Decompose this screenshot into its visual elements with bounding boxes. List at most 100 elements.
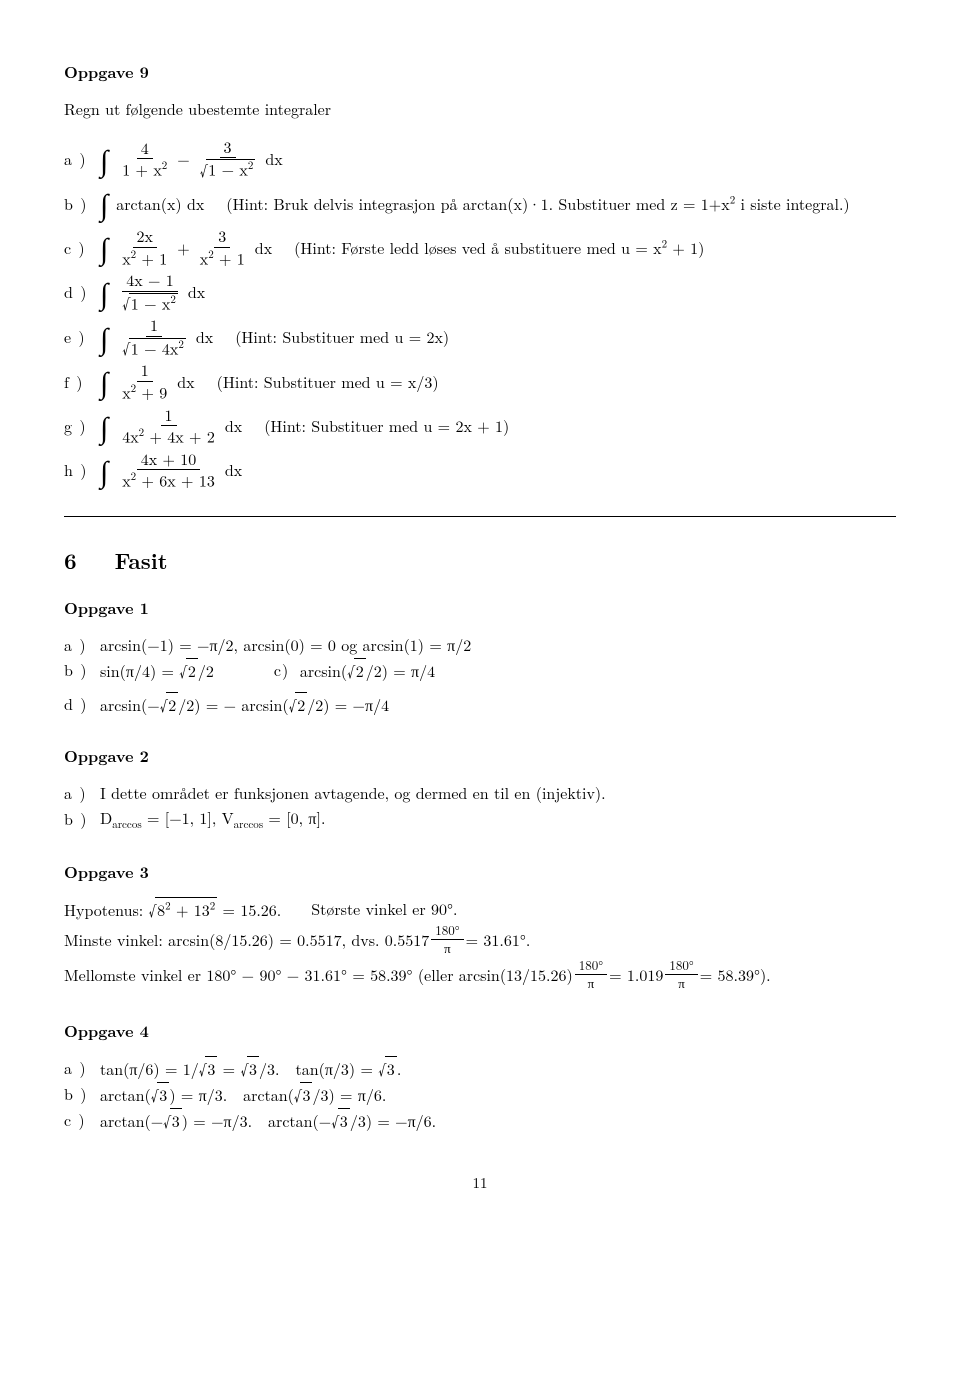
fraction: 4x − 1 √1 − x2 <box>118 271 182 312</box>
fasit-opp3-title: Oppgave 3 <box>64 860 896 883</box>
sqrt: √1 − x2 <box>200 159 256 179</box>
hint: (Hint: Substituer med u = 2x) <box>235 325 449 348</box>
sqrt: √1 − x2 <box>122 293 178 313</box>
item-expr: ∫ 4x + 10 x2 + 6x + 13 dx <box>100 450 242 490</box>
integral-sign: ∫ <box>100 322 108 352</box>
sqrt: √3 <box>240 1056 259 1080</box>
sqrt: √2 <box>347 658 366 682</box>
sqrt: √1 − 4x2 <box>122 338 186 358</box>
item-label: e ) <box>64 325 100 348</box>
item-label: b ) <box>64 192 100 215</box>
item-text: Største vinkel er 90°. <box>311 897 457 920</box>
integral-sign: ∫ <box>100 144 108 174</box>
integral-sign: ∫ <box>100 411 108 441</box>
hint: (Hint: Substituer med u = x/3) <box>217 370 439 393</box>
item-text: arctan(−√3) = −π/3. arctan(−√3/3) = −π/6… <box>100 1108 436 1132</box>
item-label: f ) <box>64 370 100 393</box>
fraction: 2x x2 + 1 <box>118 227 171 267</box>
page-number: 11 <box>64 1172 896 1193</box>
sqrt: √3 <box>378 1056 397 1080</box>
item-text: arcsin(−1) = −π/2, arcsin(0) = 0 og arcs… <box>100 633 471 656</box>
fasit-opp2-title: Oppgave 2 <box>64 744 896 767</box>
sqrt: √2 <box>289 692 308 716</box>
fasit3-l1: Hypotenus: √82 + 132 = 15.26. Største vi… <box>64 897 896 921</box>
fasit-opp1-title: Oppgave 1 <box>64 596 896 619</box>
opp9-list: a ) ∫ 4 1 + x2 − 3 √1 − x2 dx b ) ∫ arct… <box>64 138 896 490</box>
opp9-item-d: d ) ∫ 4x − 1 √1 − x2 dx <box>64 271 896 312</box>
fasit1-b: b ) sin(π/4) = √2/2 <box>64 658 214 682</box>
opp9-item-e: e ) ∫ 1 √1 − 4x2 dx (Hint: Substituer me… <box>64 316 896 357</box>
sqrt: √2 <box>179 658 198 682</box>
item-label: a ) <box>64 633 100 656</box>
opp9-item-h: h ) ∫ 4x + 10 x2 + 6x + 13 dx <box>64 450 896 490</box>
item-label: b ) <box>64 658 100 681</box>
opp9-item-g: g ) ∫ 1 4x2 + 4x + 2 dx (Hint: Substitue… <box>64 406 896 446</box>
section-divider <box>64 516 896 517</box>
sqrt: √2 <box>160 692 179 716</box>
fraction: 180°π <box>575 958 607 991</box>
fasit2-b: b ) Darccos = [−1, 1], Varccos = [0, π]. <box>64 806 896 832</box>
item-expr: ∫ 4x − 1 √1 − x2 dx <box>100 271 205 312</box>
item-text: arcsin(−√2/2) = − arcsin(√2/2) = −π/4 <box>100 692 389 716</box>
sqrt: √3 <box>151 1082 170 1106</box>
item-label: d ) <box>64 692 100 715</box>
fasit1-a: a ) arcsin(−1) = −π/2, arcsin(0) = 0 og … <box>64 633 896 656</box>
item-expr: ∫ 1 √1 − 4x2 dx (Hint: Substituer med u … <box>100 316 449 357</box>
item-text: Darccos = [−1, 1], Varccos = [0, π]. <box>100 806 325 832</box>
fasit4-b: b ) arctan(√3) = π/3. arctan(√3/3) = π/6… <box>64 1082 896 1106</box>
sqrt: √3 <box>331 1108 350 1132</box>
opp9-subtitle: Regn ut følgende ubestemte integraler <box>64 97 896 120</box>
item-text: Minste vinkel: arcsin(8/15.26) = 0.5517,… <box>64 923 530 956</box>
item-label: a ) <box>64 147 100 170</box>
item-text: Mellomste vinkel er 180° − 90° − 31.61° … <box>64 958 771 991</box>
fasit4-a: a ) tan(π/6) = 1/√3 = √3/3. tan(π/3) = √… <box>64 1056 896 1080</box>
item-label: a ) <box>64 1056 100 1079</box>
item-text: Hypotenus: √82 + 132 = 15.26. <box>64 897 281 921</box>
item-label: g ) <box>64 414 100 437</box>
sqrt: √3 <box>294 1082 313 1106</box>
fasit2-a: a ) I dette området er funksjonen avtage… <box>64 781 896 804</box>
fasit3-l2: Minste vinkel: arcsin(8/15.26) = 0.5517,… <box>64 923 896 956</box>
fraction: 1 x2 + 9 <box>118 361 171 401</box>
integral-sign: ∫ <box>100 455 108 485</box>
fasit-opp4-title: Oppgave 4 <box>64 1019 896 1042</box>
item-label: d ) <box>64 280 100 303</box>
hint: (Hint: Bruk delvis integrasjon på arctan… <box>226 192 849 215</box>
item-label: c ) <box>64 236 100 259</box>
fraction: 1 √1 − 4x2 <box>118 316 190 357</box>
item-expr: ∫ 1 4x2 + 4x + 2 dx (Hint: Substituer me… <box>100 406 509 446</box>
fraction: 4x + 10 x2 + 6x + 13 <box>118 450 219 490</box>
item-label: c) <box>274 658 300 681</box>
fraction: 3 √1 − x2 <box>196 138 260 179</box>
hint: (Hint: Første ledd løses ved å substitue… <box>294 236 704 259</box>
fraction: 3 x2 + 1 <box>196 227 249 267</box>
item-text: arctan(√3) = π/3. arctan(√3/3) = π/6. <box>100 1082 386 1106</box>
item-label: b ) <box>64 807 100 830</box>
integral-sign: ∫ <box>100 366 108 396</box>
item-text: sin(π/4) = √2/2 <box>100 658 214 682</box>
sqrt: √3 <box>199 1056 218 1080</box>
item-label: c ) <box>64 1108 100 1131</box>
hint: (Hint: Substituer med u = 2x + 1) <box>264 414 509 437</box>
fraction: 4 1 + x2 <box>118 139 171 179</box>
opp9-item-b: b ) ∫ arctan(x) dx (Hint: Bruk delvis in… <box>64 183 896 223</box>
item-label: b ) <box>64 1082 100 1105</box>
item-expr: ∫ 2x x2 + 1 + 3 x2 + 1 dx (Hint: Første … <box>100 227 704 267</box>
item-label: h ) <box>64 458 100 481</box>
sqrt: √3 <box>163 1108 182 1132</box>
integral-sign: ∫ <box>100 232 108 262</box>
fasit1-d: d ) arcsin(−√2/2) = − arcsin(√2/2) = −π/… <box>64 692 896 716</box>
fasit3-l3: Mellomste vinkel er 180° − 90° − 31.61° … <box>64 958 896 991</box>
opp9-title: Oppgave 9 <box>64 60 896 83</box>
item-text: tan(π/6) = 1/√3 = √3/3. tan(π/3) = √3. <box>100 1056 401 1080</box>
integral-sign: ∫ <box>100 277 108 307</box>
item-text: I dette området er funksjonen avtagende,… <box>100 781 606 804</box>
item-expr: ∫ 4 1 + x2 − 3 √1 − x2 dx <box>100 138 283 179</box>
fasit-heading: 6 Fasit <box>64 545 896 576</box>
opp9-item-a: a ) ∫ 4 1 + x2 − 3 √1 − x2 dx <box>64 138 896 179</box>
integral-sign: ∫ <box>100 188 108 218</box>
fraction: 180°π <box>665 958 697 991</box>
fraction: 180°π <box>431 923 463 956</box>
item-text: arcsin(√2/2) = π/4 <box>300 658 435 682</box>
fasit4-c: c ) arctan(−√3) = −π/3. arctan(−√3/3) = … <box>64 1108 896 1132</box>
